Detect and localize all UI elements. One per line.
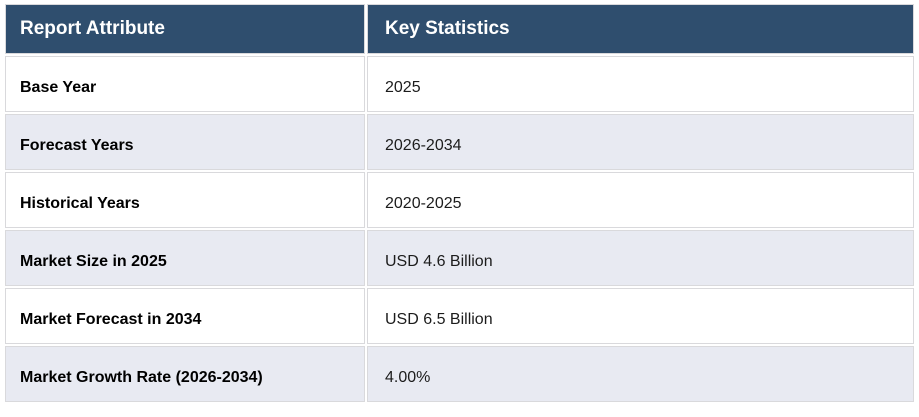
table-row: Forecast Years 2026-2034 [5, 114, 914, 170]
table-row: Historical Years 2020-2025 [5, 172, 914, 228]
report-summary-table: Report Attribute Key Statistics Base Yea… [3, 2, 916, 404]
value-cell: 4.00% [367, 346, 914, 402]
value-cell: 2020-2025 [367, 172, 914, 228]
header-row: Report Attribute Key Statistics [5, 4, 914, 54]
table-row: Base Year 2025 [5, 56, 914, 112]
table-row: Market Size in 2025 USD 4.6 Billion [5, 230, 914, 286]
column-header-key-statistics: Key Statistics [367, 4, 914, 54]
attribute-cell: Market Forecast in 2034 [5, 288, 365, 344]
attribute-cell: Forecast Years [5, 114, 365, 170]
attribute-cell: Base Year [5, 56, 365, 112]
attribute-cell: Market Size in 2025 [5, 230, 365, 286]
value-cell: 2026-2034 [367, 114, 914, 170]
attribute-cell: Historical Years [5, 172, 365, 228]
value-cell: USD 6.5 Billion [367, 288, 914, 344]
table-row: Market Forecast in 2034 USD 6.5 Billion [5, 288, 914, 344]
value-cell: USD 4.6 Billion [367, 230, 914, 286]
value-cell: 2025 [367, 56, 914, 112]
attribute-cell: Market Growth Rate (2026-2034) [5, 346, 365, 402]
table-row: Market Growth Rate (2026-2034) 4.00% [5, 346, 914, 402]
column-header-report-attribute: Report Attribute [5, 4, 365, 54]
